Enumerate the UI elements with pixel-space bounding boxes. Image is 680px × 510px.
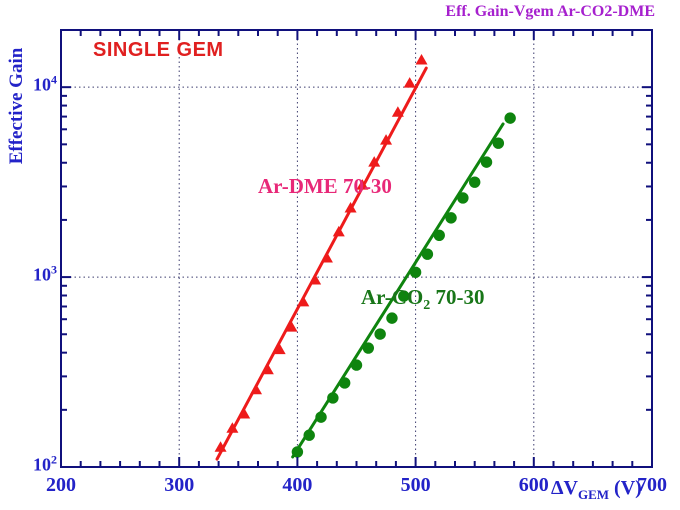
x-tick-label-300: 300 [164,474,195,496]
chart-title: Eff. Gain-Vgem Ar-CO2-DME [445,3,655,20]
x-tick-label-700: 700 [637,474,667,496]
x-axis-title-unit: (V) [609,477,642,499]
series-label-ar-co2-sub: 2 [423,298,431,314]
y-axis-title: Effective Gain [6,47,27,165]
y-tick-label-10e3: 103 [33,262,57,285]
series-label-ar-co2: Ar-CO2 70-30 [361,285,484,313]
x-tick-label-500: 500 [400,474,431,496]
x-axis-title-sub: GEM [577,487,610,502]
annotation-single-gem: SINGLE GEM [93,39,224,61]
x-tick-label-600: 600 [518,474,549,496]
series-label-ar-dme: Ar-DME 70-30 [258,174,392,198]
y-tick-label-10e4: 104 [33,72,57,95]
x-axis-title: ΔVGEM (V) [551,477,642,501]
x-axis-title-main: ΔV [551,477,578,499]
series-label-ar-co2-pre: Ar-CO [361,285,424,309]
y-tick-label-10e2: 102 [33,452,57,475]
x-tick-label-200: 200 [46,474,76,496]
x-tick-label-400: 400 [282,474,313,496]
series-label-ar-co2-post: 70-30 [430,285,485,309]
